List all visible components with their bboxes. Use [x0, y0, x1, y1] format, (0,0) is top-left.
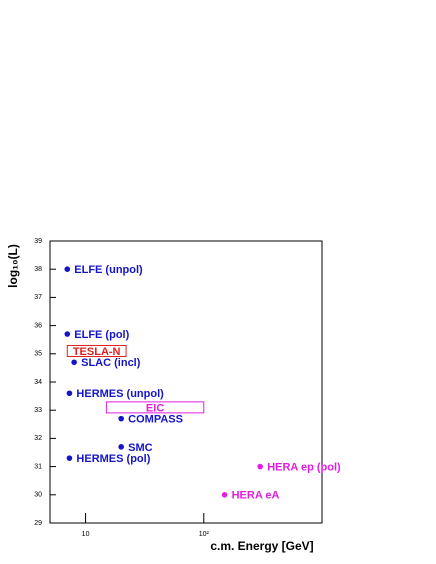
- range-box-label: EIC: [146, 402, 164, 414]
- point: [64, 331, 71, 337]
- y-tick-label: 35: [34, 351, 42, 358]
- point-label: HERMES (pol): [76, 453, 150, 465]
- point: [66, 455, 73, 461]
- point-label: COMPASS: [128, 414, 183, 426]
- y-tick-label: 36: [34, 322, 42, 329]
- point-label: ELFE (pol): [74, 329, 129, 341]
- point: [118, 415, 124, 422]
- point: [257, 463, 263, 470]
- y-tick-label: 39: [34, 238, 42, 245]
- range-box: [105, 401, 205, 414]
- range-box-label: TESLA-N: [73, 346, 121, 358]
- y-tick-label: 31: [34, 463, 42, 470]
- y-tick-label: 30: [34, 492, 42, 499]
- point-label: HERMES (unpol): [76, 388, 164, 400]
- point: [118, 444, 124, 450]
- point: [221, 492, 228, 498]
- x-axis-label: c.m. Energy [GeV]: [210, 539, 313, 553]
- point: [71, 359, 77, 366]
- point-label: SMC: [128, 442, 153, 454]
- point: [64, 266, 71, 273]
- point-label: SLAC (incl): [81, 357, 141, 369]
- y-axis-label: log₁₀(L): [6, 244, 20, 288]
- y-tick-label: 34: [34, 379, 42, 386]
- range-box: [66, 344, 127, 357]
- point: [66, 390, 73, 397]
- y-tick-label: 37: [34, 294, 42, 301]
- x-tick-label: 10²: [199, 531, 210, 538]
- point-label: HERA ep (pol): [267, 462, 341, 474]
- y-tick-label: 38: [34, 266, 42, 273]
- plot-frame: [49, 240, 323, 524]
- point-label: ELFE (unpol): [74, 264, 143, 276]
- point-label: HERA eA: [232, 490, 280, 502]
- y-tick-label: 29: [34, 520, 42, 527]
- y-tick-label: 33: [34, 407, 42, 414]
- y-tick-label: 32: [34, 435, 42, 442]
- x-tick-label: 10: [82, 531, 90, 538]
